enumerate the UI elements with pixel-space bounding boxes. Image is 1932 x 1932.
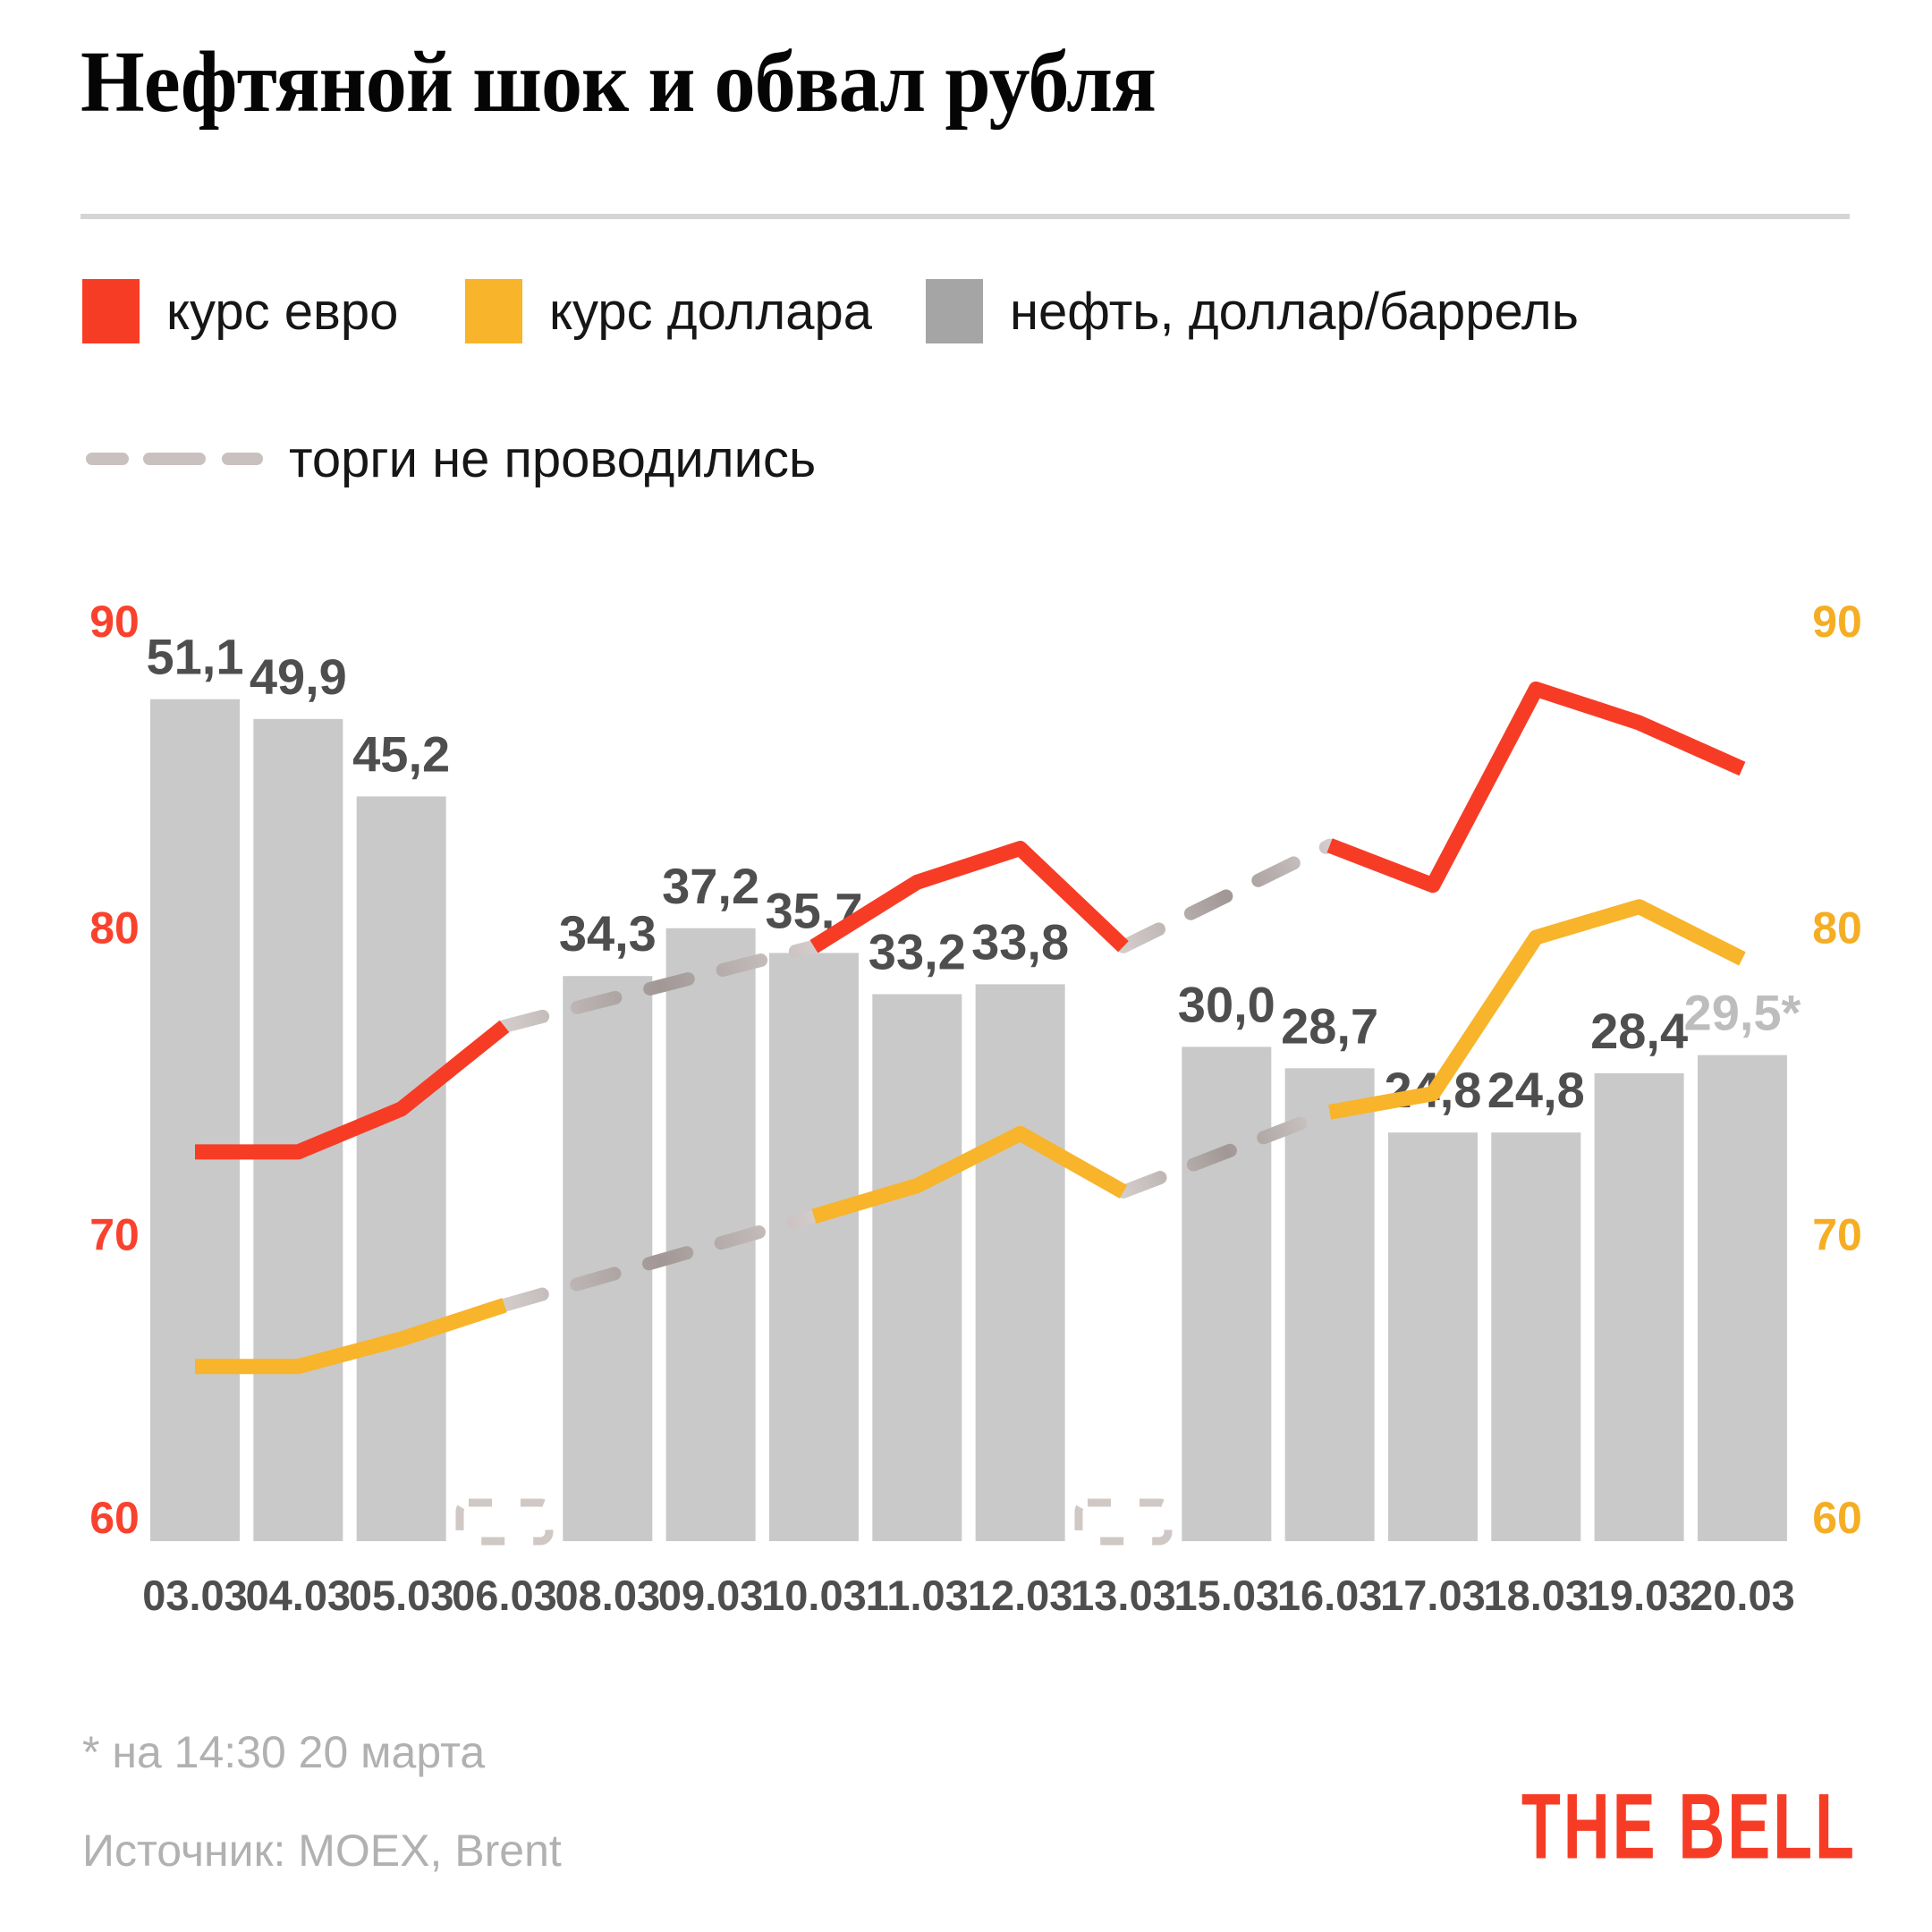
oil-bar xyxy=(975,984,1065,1541)
bar-value-label: 29,5* xyxy=(1684,985,1801,1041)
bar-value-label: 28,4 xyxy=(1590,1003,1688,1059)
left-axis-tick-label: 90 xyxy=(89,597,140,647)
date-label: 12.03 xyxy=(968,1572,1073,1619)
bar-value-label: 33,2 xyxy=(869,923,966,979)
euro-no-trading-dash-line xyxy=(1116,838,1337,953)
left-axis-tick-label: 70 xyxy=(89,1209,140,1259)
bar-value-label: 37,2 xyxy=(662,858,759,914)
date-label: 08.03 xyxy=(555,1572,661,1619)
right-axis-tick-label: 60 xyxy=(1812,1493,1862,1543)
page-title: Нефтяной шок и обвал рубля xyxy=(80,34,1157,130)
title-divider xyxy=(80,214,1850,219)
oil-swatch-icon xyxy=(926,279,983,343)
bar-value-label: 45,2 xyxy=(352,725,450,782)
date-label: 10.03 xyxy=(761,1572,867,1619)
legend-no-trading-label: торги не проводились xyxy=(289,429,817,488)
oil-bar xyxy=(150,699,240,1541)
bar-value-label: 30,0 xyxy=(1178,976,1275,1032)
date-label: 16.03 xyxy=(1277,1572,1383,1619)
bar-value-label: 34,3 xyxy=(559,905,657,962)
oil-bar xyxy=(1182,1046,1272,1541)
bar-value-label: 49,9 xyxy=(250,648,347,705)
euro-swatch-icon xyxy=(82,279,140,343)
footnote-source: Источник: MOEX, Brent xyxy=(82,1826,562,1876)
oil-bar xyxy=(1594,1072,1684,1541)
oil-bar xyxy=(1284,1068,1375,1541)
date-label: 04.03 xyxy=(246,1572,352,1619)
dollar-line-segment xyxy=(811,1125,1128,1224)
no-trading-dash-icon xyxy=(86,453,263,465)
oil-bar xyxy=(872,994,962,1541)
footnote-asterisk: * на 14:30 20 марта xyxy=(82,1727,486,1777)
dollar-line-segment xyxy=(1328,899,1746,1120)
oil-bar xyxy=(356,796,446,1541)
right-axis-tick-label: 80 xyxy=(1812,903,1862,953)
date-label: 11.03 xyxy=(866,1572,969,1619)
date-label: 09.03 xyxy=(658,1572,764,1619)
dollar-line-segment xyxy=(195,1298,507,1375)
right-axis-tick-label: 90 xyxy=(1812,597,1862,647)
dollar-swatch-icon xyxy=(465,279,522,343)
euro-line-segment xyxy=(809,841,1129,953)
legend-item-euro: курс евро xyxy=(82,279,398,343)
dollar-no-trading-dash-line xyxy=(1116,1105,1337,1199)
date-label: 19.03 xyxy=(1587,1572,1692,1619)
date-label: 06.03 xyxy=(452,1572,557,1619)
euro-no-trading-dash-line xyxy=(497,939,821,1033)
date-label: 17.03 xyxy=(1380,1572,1486,1619)
legend-item-oil: нефть, доллар/баррель xyxy=(926,279,1579,343)
bar-value-label: 51,1 xyxy=(147,629,244,685)
oil-bar xyxy=(1491,1132,1581,1541)
date-label: 13.03 xyxy=(1071,1572,1176,1619)
legend-euro-label: курс евро xyxy=(166,282,399,341)
oil-bar xyxy=(563,976,653,1541)
bar-value-label: 33,8 xyxy=(971,913,1069,970)
date-label: 05.03 xyxy=(349,1572,454,1619)
bar-value-label: 28,7 xyxy=(1281,997,1378,1054)
date-label: 15.03 xyxy=(1174,1572,1279,1619)
oil-bar xyxy=(768,953,859,1541)
oil-bar xyxy=(253,718,343,1541)
no-trading-placeholder xyxy=(1074,1498,1173,1546)
left-axis-tick-label: 60 xyxy=(89,1493,140,1543)
oil-bar xyxy=(1697,1055,1787,1541)
legend-dollar-label: курс доллара xyxy=(549,282,873,341)
euro-line-segment xyxy=(195,1020,510,1160)
legend-item-no-trading: торги не проводились xyxy=(85,429,817,488)
date-label: 03.03 xyxy=(142,1572,248,1619)
bar-value-label: 24,8 xyxy=(1487,1062,1585,1118)
left-axis-tick-label: 80 xyxy=(89,903,140,953)
no-trading-placeholder xyxy=(455,1498,554,1546)
dollar-no-trading-dash-line xyxy=(497,1209,821,1312)
date-label: 18.03 xyxy=(1483,1572,1589,1619)
euro-line-segment xyxy=(1326,681,1746,894)
oil-bar xyxy=(1387,1132,1478,1541)
the-bell-logo: THE BELL xyxy=(1521,1774,1857,1879)
right-axis-tick-label: 70 xyxy=(1812,1209,1862,1259)
legend-oil-label: нефть, доллар/баррель xyxy=(1010,282,1579,341)
legend-item-dollar: курс доллара xyxy=(465,279,872,343)
date-label: 20.03 xyxy=(1690,1572,1795,1619)
